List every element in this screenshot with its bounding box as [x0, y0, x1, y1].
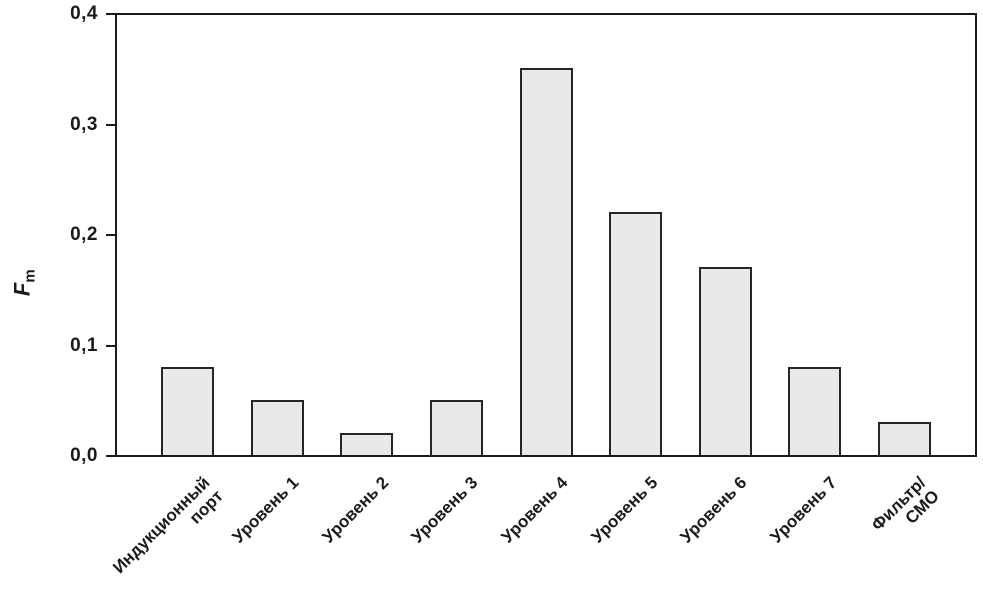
x-category-label: Уровень 2	[318, 473, 393, 547]
bar-5	[519, 68, 573, 455]
x-category-label: Индукционный порт	[109, 473, 227, 578]
y-tick-label: 0,4	[70, 3, 98, 24]
y-axis-title: Fm	[9, 223, 38, 343]
bar-1	[161, 367, 215, 455]
plot-area	[115, 13, 977, 457]
bar-slot	[770, 15, 860, 455]
bar-slot	[322, 15, 412, 455]
bars-container	[117, 15, 975, 455]
bar-8	[788, 367, 842, 455]
bar-slot	[233, 15, 323, 455]
bar-2	[250, 400, 304, 455]
y-tick-mark	[106, 13, 115, 15]
x-category-label: Уровень 3	[407, 473, 482, 547]
x-category-label: Уровень 4	[497, 473, 572, 547]
bar-3	[340, 433, 394, 455]
x-category-label: Фильтр/СМО	[867, 473, 943, 535]
x-category-label: Уровень 1	[228, 473, 303, 547]
bar-9	[877, 422, 931, 455]
x-category-label: Уровень 5	[587, 473, 662, 547]
bar-slot	[860, 15, 950, 455]
y-tick-mark	[106, 345, 115, 347]
bar-4	[429, 400, 483, 455]
y-tick-label: 0,3	[70, 114, 98, 135]
y-axis-title-symbol: F	[9, 282, 35, 297]
y-axis-title-subscript: m	[21, 269, 39, 283]
x-category-label: Уровень 6	[676, 473, 751, 547]
y-tick-label: 0,0	[70, 445, 98, 466]
bar-slot	[143, 15, 233, 455]
bar-6	[609, 212, 663, 455]
x-category-label: Уровень 7	[766, 473, 841, 547]
y-tick-label: 0,1	[70, 335, 98, 356]
bar-slot	[412, 15, 502, 455]
bar-7	[698, 267, 752, 455]
y-tick-mark	[106, 124, 115, 126]
bar-slot	[501, 15, 591, 455]
bar-slot	[680, 15, 770, 455]
y-tick-label: 0,2	[70, 224, 98, 245]
y-tick-mark	[106, 234, 115, 236]
y-tick-mark	[106, 455, 115, 457]
bar-slot	[591, 15, 681, 455]
